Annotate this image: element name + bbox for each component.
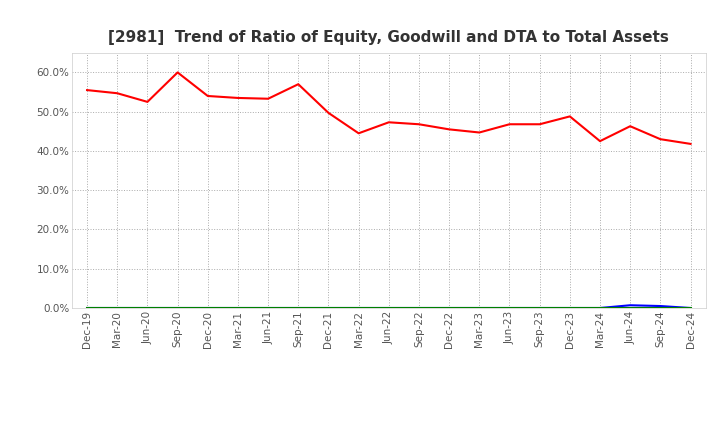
Goodwill — [204, 305, 212, 311]
Goodwill — [686, 305, 695, 311]
Line: Goodwill: Goodwill — [87, 305, 690, 308]
Equity — [204, 93, 212, 99]
Goodwill — [626, 303, 634, 308]
Line: Equity: Equity — [87, 73, 690, 144]
Equity — [475, 130, 484, 135]
Goodwill — [536, 305, 544, 311]
Equity — [656, 136, 665, 142]
Deferred Tax Assets — [113, 305, 122, 311]
Deferred Tax Assets — [264, 305, 272, 311]
Equity — [565, 114, 574, 119]
Goodwill — [174, 305, 182, 311]
Goodwill — [384, 305, 393, 311]
Deferred Tax Assets — [686, 305, 695, 311]
Equity — [626, 124, 634, 129]
Equity — [324, 110, 333, 116]
Equity — [174, 70, 182, 75]
Goodwill — [294, 305, 302, 311]
Equity — [113, 91, 122, 96]
Deferred Tax Assets — [324, 305, 333, 311]
Deferred Tax Assets — [83, 305, 91, 311]
Goodwill — [505, 305, 514, 311]
Equity — [354, 131, 363, 136]
Deferred Tax Assets — [626, 305, 634, 311]
Goodwill — [475, 305, 484, 311]
Equity — [536, 121, 544, 127]
Deferred Tax Assets — [595, 305, 604, 311]
Goodwill — [354, 305, 363, 311]
Equity — [595, 139, 604, 144]
Equity — [445, 127, 454, 132]
Goodwill — [143, 305, 152, 311]
Deferred Tax Assets — [475, 305, 484, 311]
Title: [2981]  Trend of Ratio of Equity, Goodwill and DTA to Total Assets: [2981] Trend of Ratio of Equity, Goodwil… — [109, 29, 669, 45]
Deferred Tax Assets — [536, 305, 544, 311]
Deferred Tax Assets — [656, 305, 665, 311]
Goodwill — [595, 305, 604, 311]
Goodwill — [656, 304, 665, 309]
Deferred Tax Assets — [415, 305, 423, 311]
Goodwill — [83, 305, 91, 311]
Equity — [415, 121, 423, 127]
Goodwill — [264, 305, 272, 311]
Equity — [505, 121, 514, 127]
Equity — [384, 120, 393, 125]
Goodwill — [324, 305, 333, 311]
Deferred Tax Assets — [565, 305, 574, 311]
Goodwill — [113, 305, 122, 311]
Equity — [143, 99, 152, 105]
Equity — [686, 141, 695, 147]
Deferred Tax Assets — [445, 305, 454, 311]
Deferred Tax Assets — [204, 305, 212, 311]
Deferred Tax Assets — [233, 305, 242, 311]
Equity — [294, 81, 302, 87]
Equity — [83, 88, 91, 93]
Deferred Tax Assets — [505, 305, 514, 311]
Goodwill — [445, 305, 454, 311]
Deferred Tax Assets — [294, 305, 302, 311]
Deferred Tax Assets — [174, 305, 182, 311]
Goodwill — [565, 305, 574, 311]
Goodwill — [233, 305, 242, 311]
Deferred Tax Assets — [354, 305, 363, 311]
Goodwill — [415, 305, 423, 311]
Equity — [233, 95, 242, 101]
Deferred Tax Assets — [143, 305, 152, 311]
Equity — [264, 96, 272, 101]
Deferred Tax Assets — [384, 305, 393, 311]
